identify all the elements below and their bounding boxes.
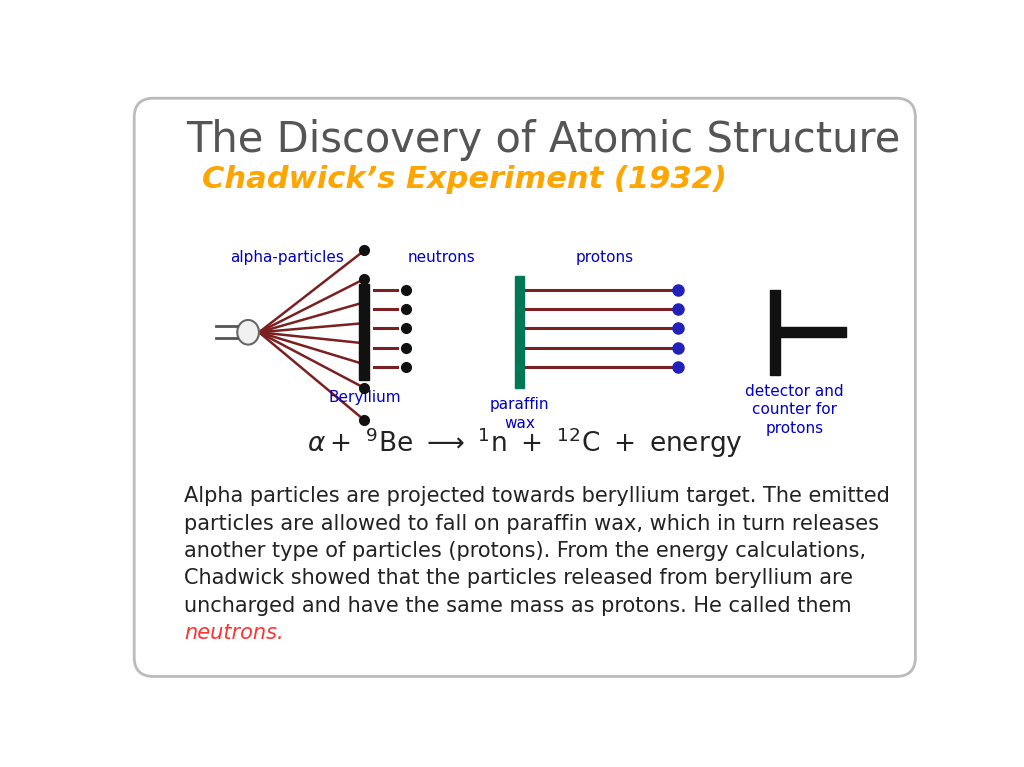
Text: uncharged and have the same mass as protons. He called them: uncharged and have the same mass as prot… (183, 596, 851, 616)
Text: paraffin
wax: paraffin wax (489, 397, 549, 431)
Text: Chadwick showed that the particles released from beryllium are: Chadwick showed that the particles relea… (183, 568, 853, 588)
Bar (770, 290, 780, 374)
Bar (780, 328, 846, 337)
Bar (359, 284, 370, 380)
Text: Beryllium: Beryllium (328, 390, 400, 405)
Text: The Discovery of Atomic Structure: The Discovery of Atomic Structure (186, 119, 900, 161)
Text: Alpha particles are projected towards beryllium target. The emitted: Alpha particles are projected towards be… (183, 486, 890, 506)
Text: neutrons: neutrons (408, 250, 476, 265)
Text: neutrons.: neutrons. (183, 623, 284, 643)
Bar (515, 276, 523, 388)
Text: detector and
counter for
protons: detector and counter for protons (745, 384, 844, 436)
Text: Chadwick’s Experiment (1932): Chadwick’s Experiment (1932) (202, 165, 726, 194)
Text: particles are allowed to fall on paraffin wax, which in turn releases: particles are allowed to fall on paraffi… (183, 514, 879, 534)
Text: protons: protons (575, 250, 634, 265)
Text: $\alpha + \ ^{9}\mathrm{Be}\ \longrightarrow\ ^{1}\mathrm{n}\ +\ ^{12}\mathrm{C}: $\alpha + \ ^{9}\mathrm{Be}\ \longrighta… (307, 425, 742, 459)
Ellipse shape (238, 320, 259, 344)
Text: alpha-particles: alpha-particles (230, 250, 344, 265)
Text: another type of particles (protons). From the energy calculations,: another type of particles (protons). Fro… (183, 541, 866, 561)
